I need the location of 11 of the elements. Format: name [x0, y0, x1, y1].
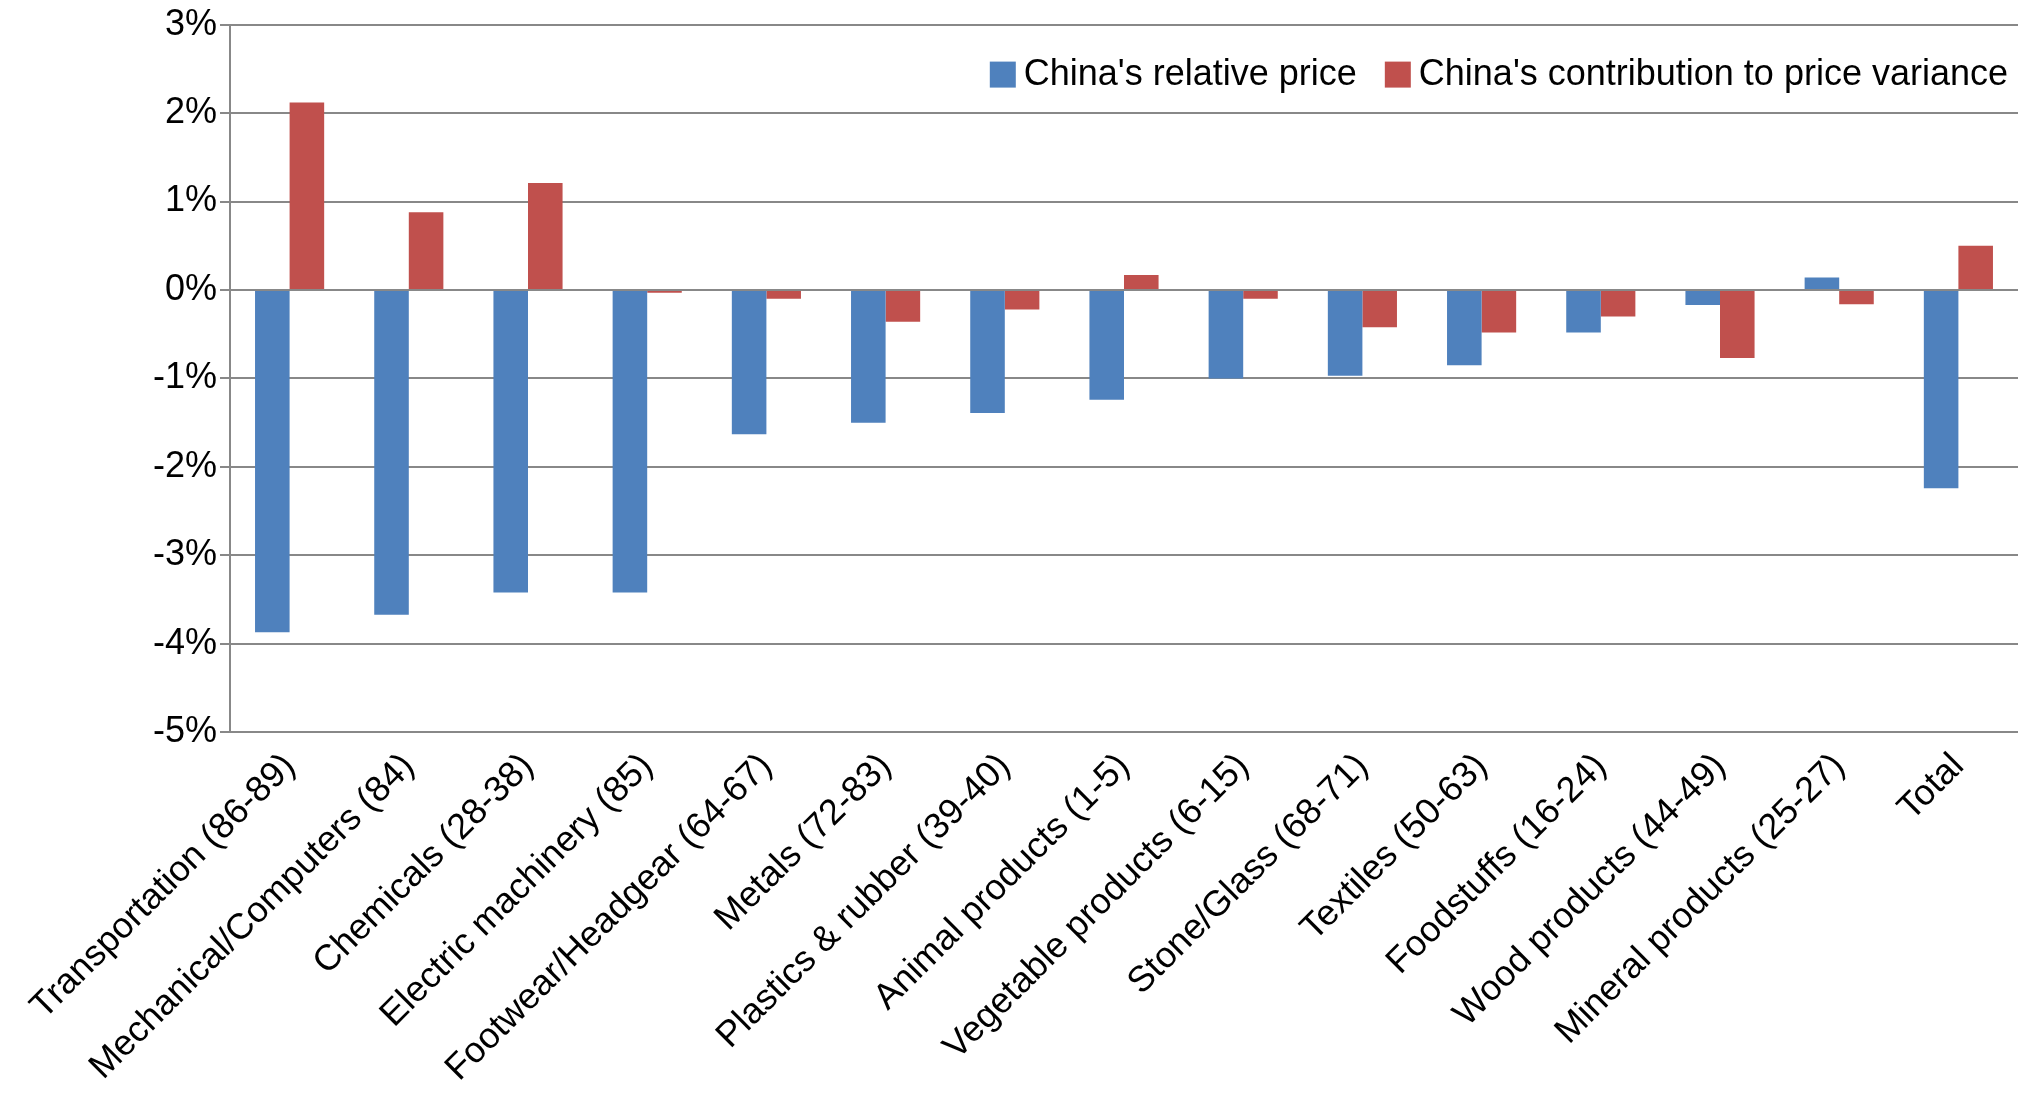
- y-tick-label: 2%: [164, 89, 217, 131]
- y-tick-label: -1%: [152, 355, 217, 397]
- legend-label: China's contribution to price variance: [1418, 51, 2008, 93]
- y-tick-label: 3%: [164, 1, 217, 43]
- y-tick-label: -2%: [152, 443, 217, 485]
- y-tick-label: -4%: [152, 620, 217, 662]
- y-tick-label: 1%: [164, 178, 217, 220]
- y-tick-label: 0%: [164, 266, 217, 308]
- y-tick-label: -5%: [152, 709, 217, 751]
- y-tick-label: -3%: [152, 532, 217, 574]
- legend-label: China's relative price: [1023, 51, 1357, 93]
